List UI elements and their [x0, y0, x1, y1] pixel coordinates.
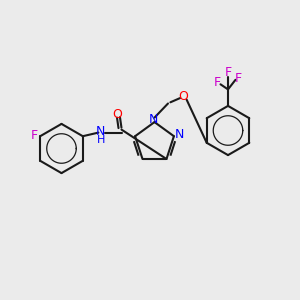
- Text: O: O: [112, 108, 122, 121]
- Text: F: F: [31, 129, 38, 142]
- Text: F: F: [214, 76, 221, 89]
- Text: F: F: [235, 71, 242, 85]
- Text: N: N: [96, 124, 106, 138]
- Text: N: N: [175, 128, 184, 141]
- Text: H: H: [97, 135, 105, 145]
- Text: O: O: [179, 90, 188, 103]
- Text: F: F: [224, 66, 232, 80]
- Text: N: N: [149, 113, 158, 126]
